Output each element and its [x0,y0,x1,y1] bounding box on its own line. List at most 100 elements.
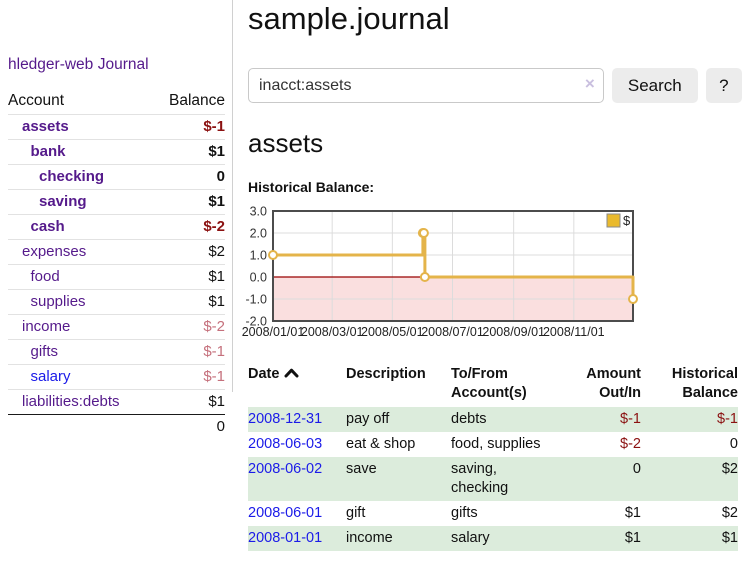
register-row: 2008-06-02 save saving, checking 0 $2 [248,457,738,501]
account-balance: $1 [208,268,225,285]
chart-title: Historical Balance: [248,179,375,195]
transaction-date-link[interactable]: 2008-06-02 [248,461,323,477]
account-link-assets[interactable]: assets [22,118,69,135]
page-title: sample.journal [248,1,450,36]
transaction-description: gift [346,505,366,521]
transaction-balance: $2 [721,461,738,477]
register-row: 2008-06-01 gift gifts $1 $2 [248,501,738,526]
transaction-balance: $-1 [717,411,738,427]
account-link-supplies[interactable]: supplies [30,293,86,310]
svg-text:1.0: 1.0 [250,249,267,263]
clear-search-icon[interactable]: × [584,74,595,93]
transaction-description: income [346,530,393,546]
account-link-expenses[interactable]: expenses [22,243,87,260]
account-balance: $-2 [203,218,225,235]
account-link-income[interactable]: income [22,318,71,335]
help-button[interactable]: ? [705,68,742,103]
transaction-date-link[interactable]: 2008-12-31 [248,411,323,427]
account-row-expenses: expenses $2 [8,239,225,264]
transaction-date-link[interactable]: 2008-06-03 [248,436,323,452]
search-input[interactable] [248,68,604,103]
svg-text:-2.0: -2.0 [245,315,267,329]
svg-text:2008/03/01: 2008/03/01 [301,325,364,339]
sidebar-item-journal[interactable]: Journal [97,56,149,73]
main-content: sample.journal × Search ? assets Histori… [242,0,742,551]
register-row: 2008-06-03 eat & shop food, supplies $-2 0 [248,432,738,457]
transaction-description: pay off [346,411,390,427]
transaction-amount: $1 [624,530,641,546]
transaction-accounts: saving, checking [451,461,509,496]
sidebar: hledger-web Journal Account Balance asse… [0,0,233,438]
register-table: Date Description To/From Account(s) Amou… [248,363,738,551]
transaction-accounts: debts [451,411,487,427]
total-balance: 0 [216,418,225,435]
account-row-saving: saving $1 [8,189,225,214]
account-row-liabilities:debts: liabilities:debts $1 [8,389,225,414]
account-row-income: income $-2 [8,314,225,339]
account-link-gifts[interactable]: gifts [30,343,59,360]
historical-balance-chart: 3.0 2.0 1.0 0.0 -1.0 -2.02008/01/012008/03/01… [242,205,638,339]
account-row-assets: assets $-1 [8,114,225,139]
transaction-accounts: food, supplies [451,436,541,452]
svg-text:2008/07/01: 2008/07/01 [421,325,484,339]
account-column-header: Account [8,92,65,109]
transaction-amount: 0 [632,461,641,477]
account-link-saving[interactable]: saving [39,193,87,210]
account-balance: $-2 [203,318,225,335]
search-button[interactable]: Search [611,68,698,103]
svg-text:2008/09/01: 2008/09/01 [482,325,545,339]
account-balance: $1 [208,293,225,310]
register-row: 2008-01-01 income salary $1 $1 [248,526,738,551]
transaction-balance: $2 [721,505,738,521]
account-row-checking: checking 0 [8,164,225,189]
accounts-column-header: To/From Account(s) [451,366,527,401]
account-link-salary[interactable]: salary [30,368,71,385]
register-header-row: Date Description To/From Account(s) Amou… [248,363,738,407]
date-column-header[interactable]: Date [248,363,346,407]
transaction-amount: $-2 [620,436,641,452]
svg-text:2008/01/01: 2008/01/01 [242,325,305,339]
account-balance: $1 [208,193,225,210]
account-row-bank: bank $1 [8,139,225,164]
account-link-cash[interactable]: cash [30,218,65,235]
account-balance: $1 [208,143,225,160]
account-total-row: 0 [8,414,225,438]
register-row: 2008-12-31 pay off debts $-1 $-1 [248,407,738,432]
svg-text:0.0: 0.0 [250,271,267,285]
transaction-amount: $-1 [620,411,641,427]
transaction-description: save [346,461,377,477]
svg-text:$: $ [623,213,631,228]
account-link-liabilities:debts[interactable]: liabilities:debts [22,393,120,410]
transaction-amount: $1 [624,505,641,521]
svg-text:3.0: 3.0 [250,205,267,219]
account-balance: $2 [208,243,225,260]
transaction-balance: $1 [721,530,738,546]
account-link-checking[interactable]: checking [39,168,105,185]
svg-text:2008/11/01: 2008/11/01 [543,325,605,339]
account-row-salary: salary $-1 [8,364,225,389]
account-row-food: food $1 [8,264,225,289]
account-table-header: Account Balance [8,90,225,114]
search-form: × Search ? [248,68,742,103]
svg-text:-1.0: -1.0 [245,293,267,307]
transaction-date-link[interactable]: 2008-06-01 [248,505,323,521]
account-row-supplies: supplies $1 [8,289,225,314]
svg-text:2008/05/01: 2008/05/01 [361,325,424,339]
balance-column-header-register: Historical Balance [671,366,738,401]
account-balance: $-1 [203,343,225,360]
transaction-date-link[interactable]: 2008-01-01 [248,530,323,546]
account-balance: $-1 [203,368,225,385]
svg-text:2.0: 2.0 [250,227,267,241]
transaction-balance: 0 [729,436,738,452]
sort-ascending-icon [284,368,299,378]
description-column-header: Description [346,366,426,382]
account-link-bank[interactable]: bank [30,143,66,160]
transaction-accounts: gifts [451,505,478,521]
app-title-link[interactable]: hledger-web [8,56,94,73]
balance-column-header: Balance [168,92,225,109]
transaction-description: eat & shop [346,436,416,452]
account-link-food[interactable]: food [30,268,60,285]
account-row-gifts: gifts $-1 [8,339,225,364]
sidebar-divider [232,0,233,392]
transaction-accounts: salary [451,530,490,546]
